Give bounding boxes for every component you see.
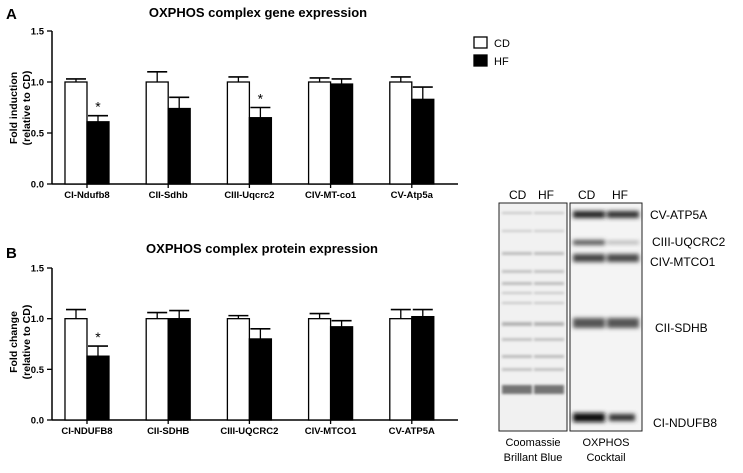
oxphos-blot [569,202,643,432]
x-category-label: CI-Ndufb8 [64,190,109,201]
y-tick-label: 0.0 [31,180,44,191]
y-tick-label: 0.0 [31,416,44,427]
x-category-label: CV-ATP5A [389,426,435,437]
x-category-label: CII-Sdhb [149,190,188,201]
blot-caption-left-line2: Brillant Blue [504,452,563,464]
blot-left-header-cd: CD [509,188,527,202]
chart-b-ylabel: Fold change [8,311,20,373]
chart-a-ylabel: Fold induction [8,72,20,144]
bar-cd-3 [226,81,251,185]
y-tick-label: 1.5 [31,27,45,38]
bar-cd-3 [226,318,251,421]
x-category-label: CIII-Uqcrc2 [224,190,274,201]
bar-hf-2 [167,318,191,421]
bar-hf-3 [248,117,273,185]
chart-b-title: OXPHOS complex protein expression [146,241,378,256]
blot-caption-right-line2: Cocktail [586,452,625,464]
blot-right-header-cd: CD [578,188,596,202]
blot-right-header-hf: HF [612,188,628,202]
significance-marker: * [95,329,101,345]
bar-hf-4 [329,326,354,421]
panel-b-letter: B [6,245,17,262]
x-category-label: CII-SDHB [147,426,189,437]
bar-hf-5 [411,315,435,421]
bar-hf-3 [248,338,273,421]
y-tick-label: 0.5 [31,365,45,376]
y-tick-label: 1.5 [31,264,45,275]
chart-b-ylabel-secondary: (relative to CD) [21,305,33,380]
significance-marker: * [95,99,101,115]
band-label-uqcrc2: CIII-UQCRC2 [652,235,726,249]
x-category-label: CI-NDUFB8 [61,426,112,437]
bar-cd-5 [389,318,413,421]
significance-marker: * [258,91,264,107]
bar-cd-1 [64,81,88,185]
x-category-label: CIII-UQCRC2 [220,426,278,437]
y-tick-label: 1.0 [31,314,44,325]
chart-b-plot: 0.0 0.5 1.0 1.5 * CI-NDUFB8 CII-SDHB CIII-UQCRC… [31,264,458,437]
legend-label-hf: HF [494,56,509,68]
bar-cd-2 [145,318,169,421]
blot-figure: CD HF CD HF [498,188,726,464]
legend-swatch-cd [473,36,488,49]
legend: CD HF [473,36,510,68]
chart-a-ylabel-secondary: (relative to CD) [21,71,33,146]
blot-left-header-hf: HF [538,188,554,202]
bar-hf-1 [86,121,110,185]
bar-hf-1 [86,355,110,421]
blot-caption-left-line1: Coomassie [505,437,560,449]
bar-hf-5 [411,98,435,185]
y-tick-label: 0.5 [31,129,45,140]
bar-cd-1 [64,318,88,421]
legend-swatch-hf [473,54,488,67]
chart-a-plot: 0.0 0.5 1.0 1.5 * CI-Ndufb8 CII-Sdhb * CIII-Uqcr… [31,27,458,201]
bar-cd-5 [389,81,413,185]
coomassie-blot [498,202,568,432]
x-category-label: CIV-MTCO1 [305,426,357,437]
panel-a-letter: A [6,6,17,23]
bar-cd-2 [145,81,169,185]
band-label-ndufb8: CI-NDUFB8 [653,416,717,430]
bar-hf-4 [329,83,354,185]
blot-caption-right-line1: OXPHOS [582,437,629,449]
x-category-label: CV-Atp5a [391,190,434,201]
bar-hf-2 [167,107,191,185]
legend-label-cd: CD [494,38,510,50]
band-label-atp5a: CV-ATP5A [650,208,707,222]
bar-cd-4 [307,318,332,421]
y-tick-label: 1.0 [31,78,44,89]
x-category-label: CIV-MT-co1 [305,190,357,201]
chart-a-title: OXPHOS complex gene expression [149,5,367,20]
band-label-sdhb: CII-SDHB [655,321,708,335]
bar-cd-4 [307,81,332,185]
band-label-mtco1: CIV-MTCO1 [650,255,716,269]
